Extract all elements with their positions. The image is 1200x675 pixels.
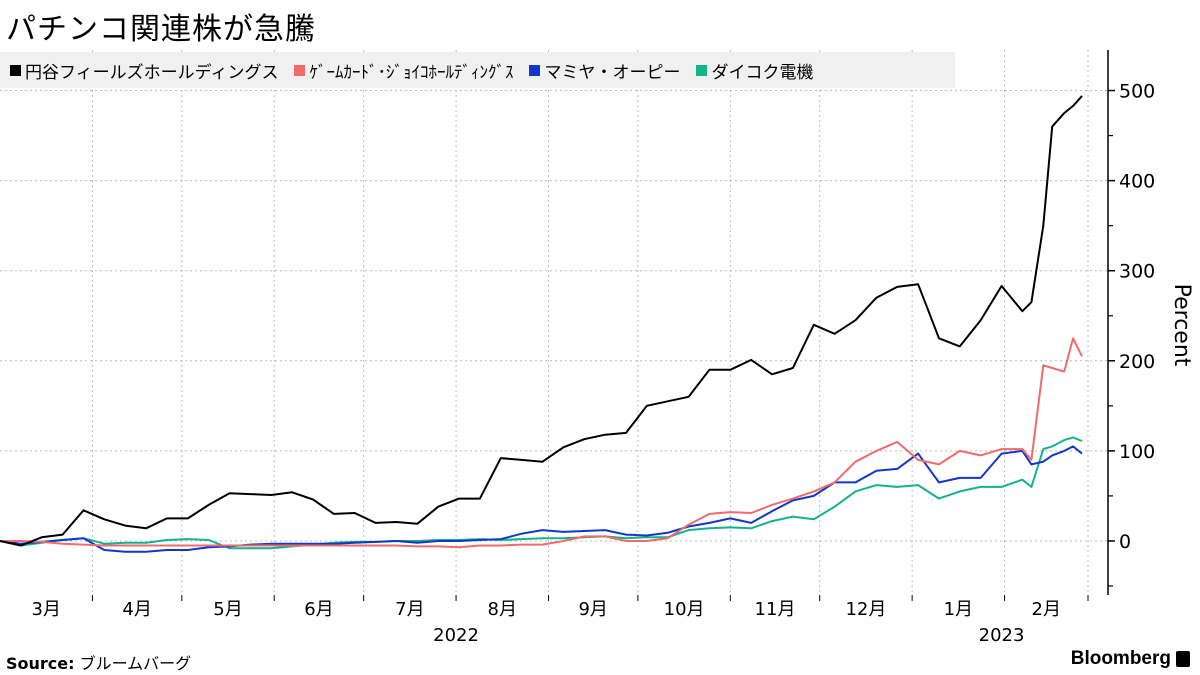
y-axis-label: Percent	[1169, 284, 1194, 367]
bloomberg-logo: Bloomberg	[1071, 648, 1190, 670]
y-tick-label: 300	[1119, 261, 1155, 283]
y-tick-label: 0	[1119, 531, 1131, 553]
y-tick-label: 400	[1119, 171, 1155, 193]
x-month-label: 3月	[31, 599, 60, 620]
legend: 円谷フィールズホールディングス ｹﾞｰﾑｶｰﾄﾞ･ｼﾞｮｲｺﾎｰﾙﾃﾞｨﾝｸﾞｽ…	[0, 52, 955, 88]
x-year-label: 2022	[433, 625, 479, 646]
legend-item: 円谷フィールズホールディングス	[10, 58, 278, 83]
x-month-label: 8月	[488, 599, 517, 620]
x-month-label: 2月	[1032, 599, 1061, 620]
x-month-label: 9月	[578, 599, 607, 620]
legend-swatch	[10, 64, 21, 76]
bloomberg-terminal-icon	[1176, 651, 1190, 667]
legend-label: マミヤ・オーピー	[544, 62, 681, 83]
x-year-label: 2023	[979, 625, 1025, 646]
brand-text: Bloomberg	[1070, 648, 1171, 669]
gridlines	[0, 50, 1108, 601]
legend-item: マミヤ・オーピー	[529, 58, 680, 83]
legend-swatch	[696, 64, 708, 76]
x-month-label: 5月	[213, 599, 242, 620]
series-line	[0, 95, 1083, 547]
series-lines	[0, 95, 1083, 553]
x-month-label: 11月	[755, 599, 796, 620]
x-axis-labels: 3月 4月 5月 6月 7月 8月 9月 10月 11月 12月 1月 2月 2022 2023	[31, 599, 1061, 646]
x-month-label: 7月	[395, 599, 424, 620]
legend-item: ｹﾞｰﾑｶｰﾄﾞ･ｼﾞｮｲｺﾎｰﾙﾃﾞｨﾝｸﾞｽ	[294, 58, 513, 83]
x-month-label: 12月	[845, 599, 886, 620]
x-month-label: 6月	[304, 599, 333, 620]
series-line	[0, 337, 1083, 549]
x-month-label: 1月	[944, 599, 973, 620]
y-tick-label: 100	[1119, 441, 1155, 463]
legend-label: 円谷フィールズホールディングス	[25, 62, 279, 83]
source-text: ブルームバーグ	[79, 654, 192, 673]
y-axis: 0 100 200 300 400 500	[1107, 50, 1155, 595]
x-month-label: 10月	[664, 599, 705, 620]
y-tick-label: 500	[1119, 81, 1155, 103]
series-line	[0, 445, 1083, 553]
source-note: Source: ブルームバーグ	[6, 650, 191, 674]
source-label: Source:	[6, 654, 75, 673]
chart-title: パチンコ関連株が急騰	[6, 12, 316, 47]
legend-label: ダイコク電機	[711, 62, 814, 83]
legend-label: ｹﾞｰﾑｶｰﾄﾞ･ｼﾞｮｲｺﾎｰﾙﾃﾞｨﾝｸﾞｽ	[309, 62, 514, 83]
legend-swatch	[529, 64, 541, 76]
legend-swatch	[294, 64, 306, 76]
x-month-label: 4月	[122, 599, 151, 620]
y-tick-label: 200	[1119, 351, 1155, 373]
series-line	[0, 436, 1083, 550]
legend-item: ダイコク電機	[696, 58, 813, 83]
